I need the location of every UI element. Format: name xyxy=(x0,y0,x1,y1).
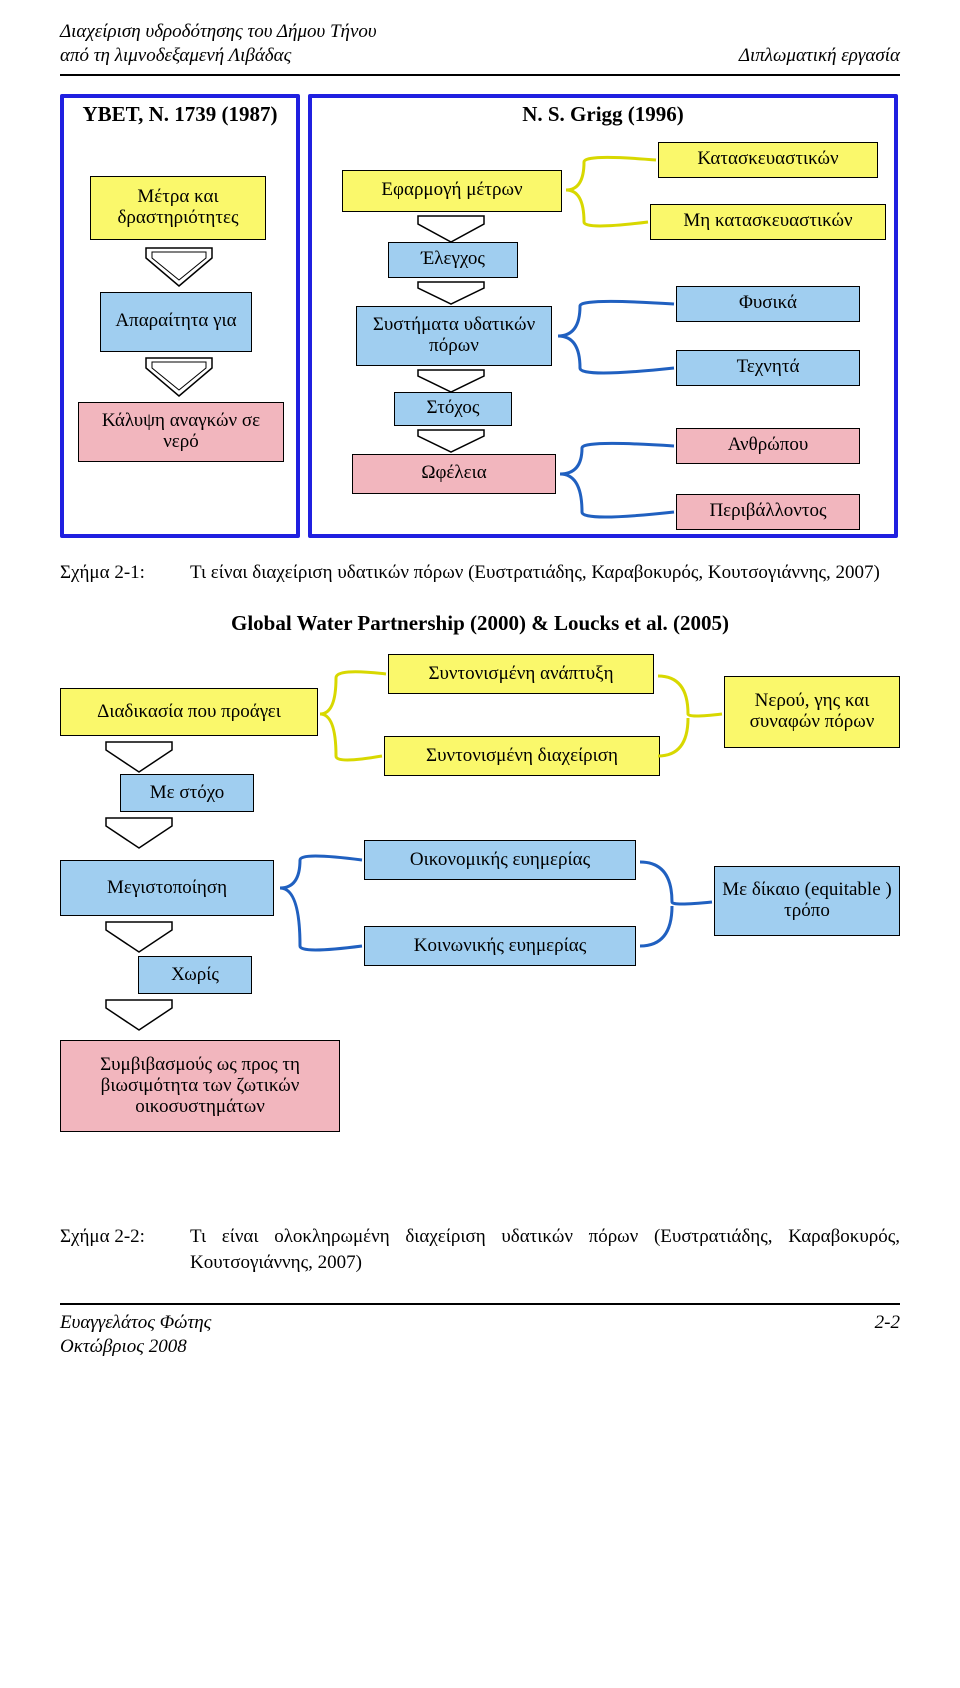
footer-left-line1: Ευαγγελάτος Φώτης xyxy=(60,1312,211,1333)
header-left-line1: Διαχείριση υδροδότησης του Δήμου Τήνου xyxy=(60,21,377,42)
box-diadikasia: Διαδικασία που προάγει xyxy=(60,688,318,736)
box-anthropou: Ανθρώπου xyxy=(676,428,860,464)
box-synt-diaxeirisi: Συντονισμένη διαχείριση xyxy=(384,736,660,776)
header-left-line2: από τη λιμνοδεξαμενή Λιβάδας xyxy=(60,45,291,66)
box-xoris: Χωρίς xyxy=(138,956,252,994)
box-efarmogi: Εφαρμογή μέτρων xyxy=(342,170,562,212)
box-stoxos: Στόχος xyxy=(394,392,512,426)
bracket-connector-icon xyxy=(280,848,366,963)
caption-2-label: Σχήμα 2-2: xyxy=(60,1224,190,1275)
arrow-down-icon xyxy=(140,356,218,398)
bracket-connector-icon xyxy=(320,664,390,775)
box-metra: Μέτρα και δραστηριότητες xyxy=(90,176,266,240)
footer-left-line2: Οκτώβριος 2008 xyxy=(60,1336,187,1357)
box-ofeleia: Ωφέλεια xyxy=(352,454,556,494)
box-synt-anaptyxi: Συντονισμένη ανάπτυξη xyxy=(388,654,654,694)
caption-1-text: Τι είναι διαχείριση υδατικών πόρων (Ευστ… xyxy=(190,560,900,586)
box-me-dikaio: Με δίκαιο (equitable ) τρόπο xyxy=(714,866,900,936)
arrow-down-icon xyxy=(100,920,178,954)
diagram-1: ΥΒΕΤ, N. 1739 (1987) Μέτρα και δραστηριό… xyxy=(60,94,900,546)
header-left: Διαχείριση υδροδότησης του Δήμου Τήνου α… xyxy=(60,20,377,68)
box-elegxos: Έλεγχος xyxy=(388,242,518,278)
caption-1-label: Σχήμα 2-1: xyxy=(60,560,190,586)
footer-right: 2-2 xyxy=(875,1311,900,1359)
footer-left: Ευαγγελάτος Φώτης Οκτώβριος 2008 xyxy=(60,1311,211,1359)
panel-right-title: N. S. Grigg (1996) xyxy=(312,102,894,127)
panel-left: ΥΒΕΤ, N. 1739 (1987) Μέτρα και δραστηριό… xyxy=(60,94,300,538)
footer-rule xyxy=(60,1303,900,1305)
box-koinonikis: Κοινωνικής ευημερίας xyxy=(364,926,636,966)
caption-2: Σχήμα 2-2: Τι είναι ολοκληρωμένη διαχείρ… xyxy=(60,1224,900,1275)
arrow-down-icon xyxy=(412,368,490,394)
header-right: Διπλωματική εργασία xyxy=(739,44,900,68)
bracket-connector-icon xyxy=(658,664,726,775)
page-footer: Ευαγγελάτος Φώτης Οκτώβριος 2008 2-2 xyxy=(60,1311,900,1359)
bracket-connector-icon xyxy=(640,850,716,965)
caption-2-text: Τι είναι ολοκληρωμένη διαχείριση υδατικώ… xyxy=(190,1224,900,1275)
box-mi-kataskeuastikon: Μη κατασκευαστικών xyxy=(650,204,886,240)
caption-1: Σχήμα 2-1: Τι είναι διαχείριση υδατικών … xyxy=(60,560,900,586)
box-nerou: Νερού, γης και συναφών πόρων xyxy=(724,676,900,748)
bracket-connector-icon xyxy=(558,294,678,395)
diagram-2: Διαδικασία που προάγει Με στόχο Μεγιστοπ… xyxy=(60,650,900,1210)
box-fysika: Φυσικά xyxy=(676,286,860,322)
bracket-connector-icon xyxy=(566,152,660,251)
box-texnita: Τεχνητά xyxy=(676,350,860,386)
diagram-2-title: Global Water Partnership (2000) & Loucks… xyxy=(60,611,900,636)
arrow-down-icon xyxy=(100,816,178,850)
box-oikonomikis: Οικονομικής ευημερίας xyxy=(364,840,636,880)
arrow-down-icon xyxy=(100,740,178,774)
panel-left-title: ΥΒΕΤ, N. 1739 (1987) xyxy=(64,102,296,127)
box-perivallontos: Περιβάλλοντος xyxy=(676,494,860,530)
page-header: Διαχείριση υδροδότησης του Δήμου Τήνου α… xyxy=(60,20,900,68)
box-aparetita: Απαραίτητα για xyxy=(100,292,252,352)
box-megistopoiisi: Μεγιστοποίηση xyxy=(60,860,274,916)
box-kataskeuastikon: Κατασκευαστικών xyxy=(658,142,878,178)
arrow-down-icon xyxy=(412,428,490,454)
bracket-connector-icon xyxy=(560,436,678,539)
box-kalipsi: Κάλυψη αναγκών σε νερό xyxy=(78,402,284,462)
arrow-down-icon xyxy=(100,998,178,1032)
arrow-down-icon xyxy=(412,280,490,306)
arrow-down-icon xyxy=(412,214,490,244)
header-rule xyxy=(60,74,900,76)
box-me-stoxo: Με στόχο xyxy=(120,774,254,812)
panel-right: N. S. Grigg (1996) Εφαρμογή μέτρων Έλεγχ… xyxy=(308,94,898,538)
box-symvivasmous: Συμβιβασμούς ως προς τη βιωσιμότητα των … xyxy=(60,1040,340,1132)
box-systimata: Συστήματα υδατικών πόρων xyxy=(356,306,552,366)
arrow-down-icon xyxy=(140,246,218,288)
